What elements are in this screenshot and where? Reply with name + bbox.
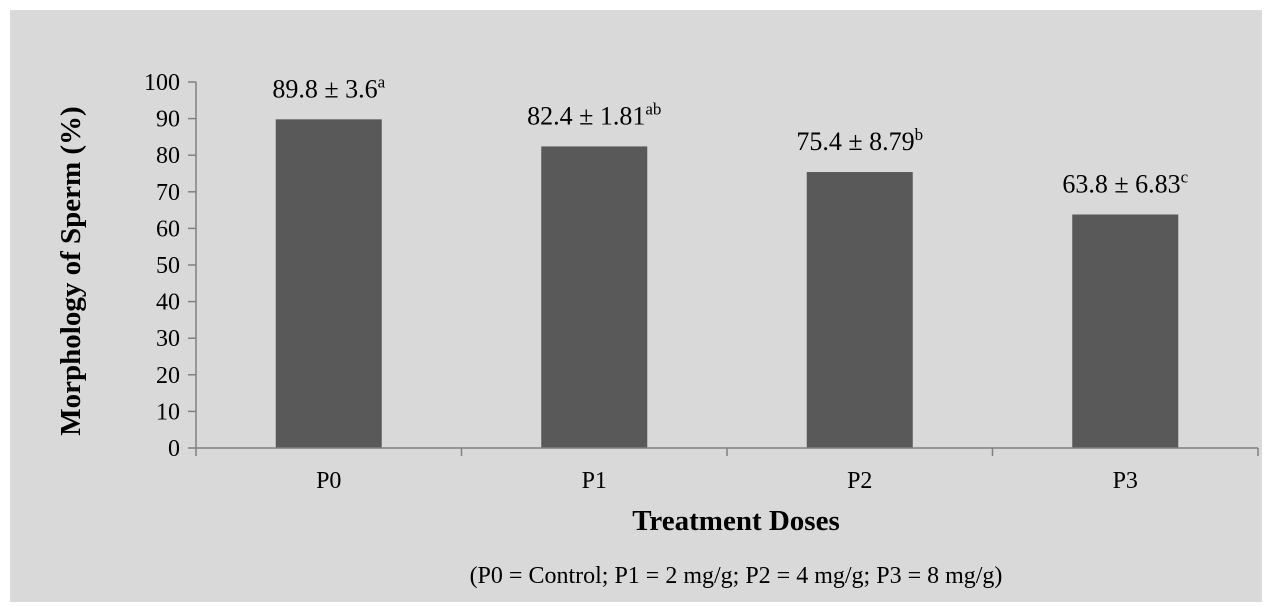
bar-chart: Morphology of Sperm (%) 0 10 20 30 40 50 60 70 8… (55, 70, 1259, 589)
y-tick-label: 0 (168, 436, 180, 462)
bar-p3 (1072, 214, 1179, 448)
y-tick-label: 80 (156, 143, 180, 169)
chart-area: Morphology of Sperm (%) 0 10 20 30 40 50 60 70 8… (10, 10, 1262, 602)
x-axis-title: Treatment Doses (632, 505, 840, 537)
y-tick-label: 50 (156, 253, 180, 279)
bar-p1 (541, 146, 648, 448)
x-tick-label: P3 (1113, 468, 1138, 494)
data-label-p2: 75.4 ± 8.79b (796, 125, 923, 156)
data-labels: 89.8 ± 3.6a 82.4 ± 1.81ab 75.4 ± 8.79b 63.8… (272, 72, 1188, 198)
x-tick-label: P2 (847, 468, 872, 494)
data-label-p0: 89.8 ± 3.6a (272, 72, 385, 103)
data-label-p1: 82.4 ± 1.81ab (527, 99, 661, 130)
y-tick-label: 30 (156, 326, 180, 352)
y-tick-label: 100 (144, 70, 180, 96)
bars (275, 119, 1179, 448)
x-tick-label: P0 (316, 468, 341, 494)
y-tick-label: 40 (156, 290, 180, 316)
y-tick-label: 70 (156, 180, 180, 206)
y-tick-label: 10 (156, 399, 180, 425)
y-tick-label: 60 (156, 216, 180, 242)
y-axis-title-group: Morphology of Sperm (%) (55, 106, 87, 435)
bar-p0 (275, 119, 382, 448)
x-tick-label: P1 (582, 468, 607, 494)
x-axis: P0 P1 P2 P3 (195, 447, 1259, 494)
y-tick-label: 90 (156, 107, 180, 133)
y-tick-label: 20 (156, 363, 180, 389)
y-axis-ticks: 0 10 20 30 40 50 60 70 80 90 100 (144, 70, 196, 462)
bar-p2 (806, 172, 913, 448)
data-label-p3: 63.8 ± 6.83c (1062, 167, 1188, 198)
y-axis-title: Morphology of Sperm (%) (55, 106, 87, 435)
dose-legend-note: (P0 = Control; P1 = 2 mg/g; P2 = 4 mg/g;… (470, 563, 1003, 589)
